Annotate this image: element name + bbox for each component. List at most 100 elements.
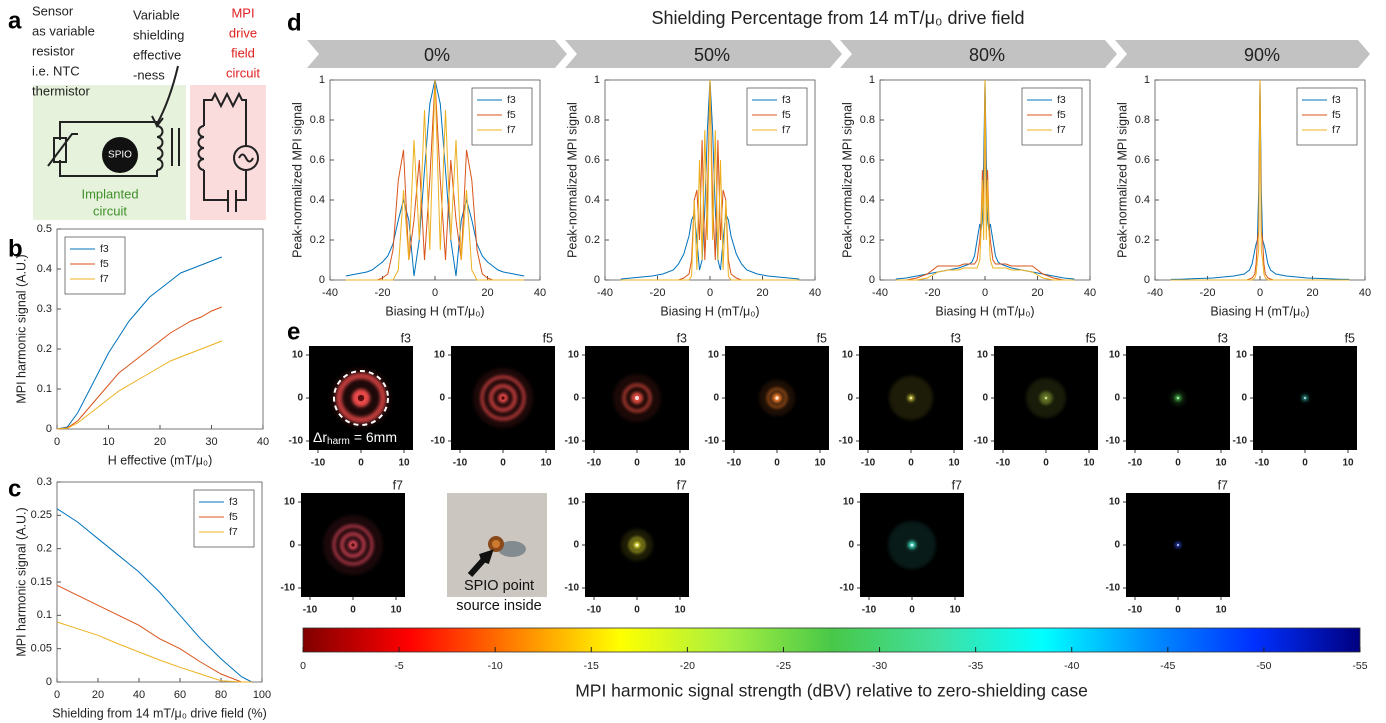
panel-label: a <box>8 7 22 34</box>
image-center <box>501 396 505 400</box>
image-center <box>351 543 355 547</box>
y-tick-label: -10 <box>565 436 580 447</box>
figure-title: Shielding Percentage from 14 mT/μ₀ drive… <box>651 8 1024 28</box>
x-tick-label: 0 <box>500 458 506 469</box>
x-tick-label: 0 <box>1175 458 1181 469</box>
y-tick-label: 0 <box>594 274 600 286</box>
x-tick-label: -10 <box>862 605 877 616</box>
y-tick-label: -10 <box>839 436 854 447</box>
field-image <box>301 493 405 597</box>
y-axis-label: Peak-normalized MPI signal <box>1115 102 1129 258</box>
photo-object <box>492 540 500 548</box>
x-tick-label: -40 <box>322 287 338 299</box>
stage-label: 80% <box>969 45 1005 65</box>
legend <box>746 87 808 146</box>
y-tick-label: 0.8 <box>860 114 875 126</box>
y-axis-label: Peak-normalized MPI signal <box>290 102 304 258</box>
y-tick-label: -10 <box>974 436 989 447</box>
photo: SPIO point source inside <box>447 493 547 614</box>
field-image <box>1126 493 1230 597</box>
field-image <box>1253 346 1357 450</box>
y-tick-label: 0.05 <box>31 643 52 655</box>
circuit-diagram: Sensor as variable resistor i.e. NTC the… <box>32 3 266 220</box>
y-tick-label: 0 <box>848 540 854 551</box>
x-tick-label: -40 <box>872 287 888 299</box>
series-line <box>345 79 525 281</box>
y-tick-label: -10 <box>565 583 580 594</box>
x-tick-label: 0 <box>54 436 60 448</box>
x-tick-label: -20 <box>925 287 941 299</box>
x-tick-label: 0 <box>774 458 780 469</box>
x-tick-label: 40 <box>257 436 269 448</box>
y-tick-label: 0.3 <box>37 303 52 315</box>
stage-arrows <box>307 40 1370 68</box>
image-label: f5 <box>1086 331 1096 345</box>
colorbar-tick-label: -10 <box>488 660 503 672</box>
annotation-part: Δr <box>313 429 327 445</box>
image-ring <box>622 383 652 413</box>
y-tick-label: 0.2 <box>585 234 600 246</box>
series-line <box>56 584 252 683</box>
x-tick-label: -40 <box>1147 287 1163 299</box>
legend-label: f7 <box>1057 124 1066 136</box>
legend-label: f3 <box>229 496 238 508</box>
x-tick-label: 40 <box>1084 287 1096 299</box>
stage-label: 0% <box>424 45 450 65</box>
image-center <box>635 543 639 547</box>
x-axis-label: H effective (mT/μ₀) <box>108 453 213 467</box>
y-tick-label: 0.8 <box>1135 114 1150 126</box>
x-tick-label: 20 <box>154 436 166 448</box>
colorbar-tick-label: -35 <box>968 660 983 672</box>
y-axis-label: MPI harmonic signal (A.U.) <box>14 254 28 403</box>
diagram-text: MPI <box>231 5 254 20</box>
x-tick-label: 40 <box>809 287 821 299</box>
x-tick-label: 0 <box>982 287 988 299</box>
x-tick-label: 40 <box>1359 287 1371 299</box>
y-tick-label: 0.6 <box>1135 154 1150 166</box>
legend <box>471 87 533 146</box>
y-tick-label: 0 <box>1144 274 1150 286</box>
y-tick-label: -10 <box>840 583 855 594</box>
x-tick-label: 20 <box>756 287 768 299</box>
x-axis-label: Biasing H (mT/μ₀) <box>1210 304 1309 318</box>
stage-label: 50% <box>694 45 730 65</box>
legend-label: f7 <box>1332 124 1341 136</box>
y-tick-label: 10 <box>1109 350 1121 361</box>
colorbar-tick-label: -50 <box>1256 660 1271 672</box>
x-axis-label: Shielding from 14 mT/μ₀ drive field (%) <box>52 706 267 720</box>
y-tick-label: 10 <box>1109 497 1121 508</box>
image-center <box>1177 544 1179 546</box>
x-tick-label: 0 <box>908 458 914 469</box>
stage-arrow <box>1115 40 1370 68</box>
x-tick-label: -10 <box>1255 458 1270 469</box>
field-image <box>585 493 689 597</box>
x-tick-label: 10 <box>102 436 114 448</box>
image-label: f5 <box>543 331 553 345</box>
legend-label: f5 <box>782 109 791 121</box>
y-tick-label: 0.2 <box>860 234 875 246</box>
field-image <box>1126 346 1230 450</box>
y-tick-label: -10 <box>1106 583 1121 594</box>
y-tick-label: 0 <box>982 393 988 404</box>
photo-arrow <box>467 549 494 578</box>
x-tick-label: 10 <box>1342 458 1354 469</box>
x-tick-label: -10 <box>311 458 326 469</box>
y-tick-label: 0 <box>1114 393 1120 404</box>
x-tick-label: -10 <box>1128 458 1143 469</box>
x-tick-label: 40 <box>133 689 145 701</box>
colorbar-tick-label: -55 <box>1352 660 1367 672</box>
colorbar-tick-label: -30 <box>872 660 887 672</box>
circuit-wires <box>47 65 259 212</box>
diagram-text: i.e. NTC <box>32 63 80 78</box>
x-tick-label: 10 <box>814 458 826 469</box>
y-tick-label: -10 <box>431 436 446 447</box>
y-tick-label: 0.8 <box>310 114 325 126</box>
x-tick-label: -10 <box>996 458 1011 469</box>
y-tick-label: 10 <box>1236 350 1248 361</box>
x-tick-label: 0 <box>1175 605 1181 616</box>
y-tick-label: 1 <box>319 74 325 86</box>
x-tick-label: 0 <box>634 605 640 616</box>
image-center <box>634 395 640 401</box>
legend-label: f3 <box>782 94 791 106</box>
